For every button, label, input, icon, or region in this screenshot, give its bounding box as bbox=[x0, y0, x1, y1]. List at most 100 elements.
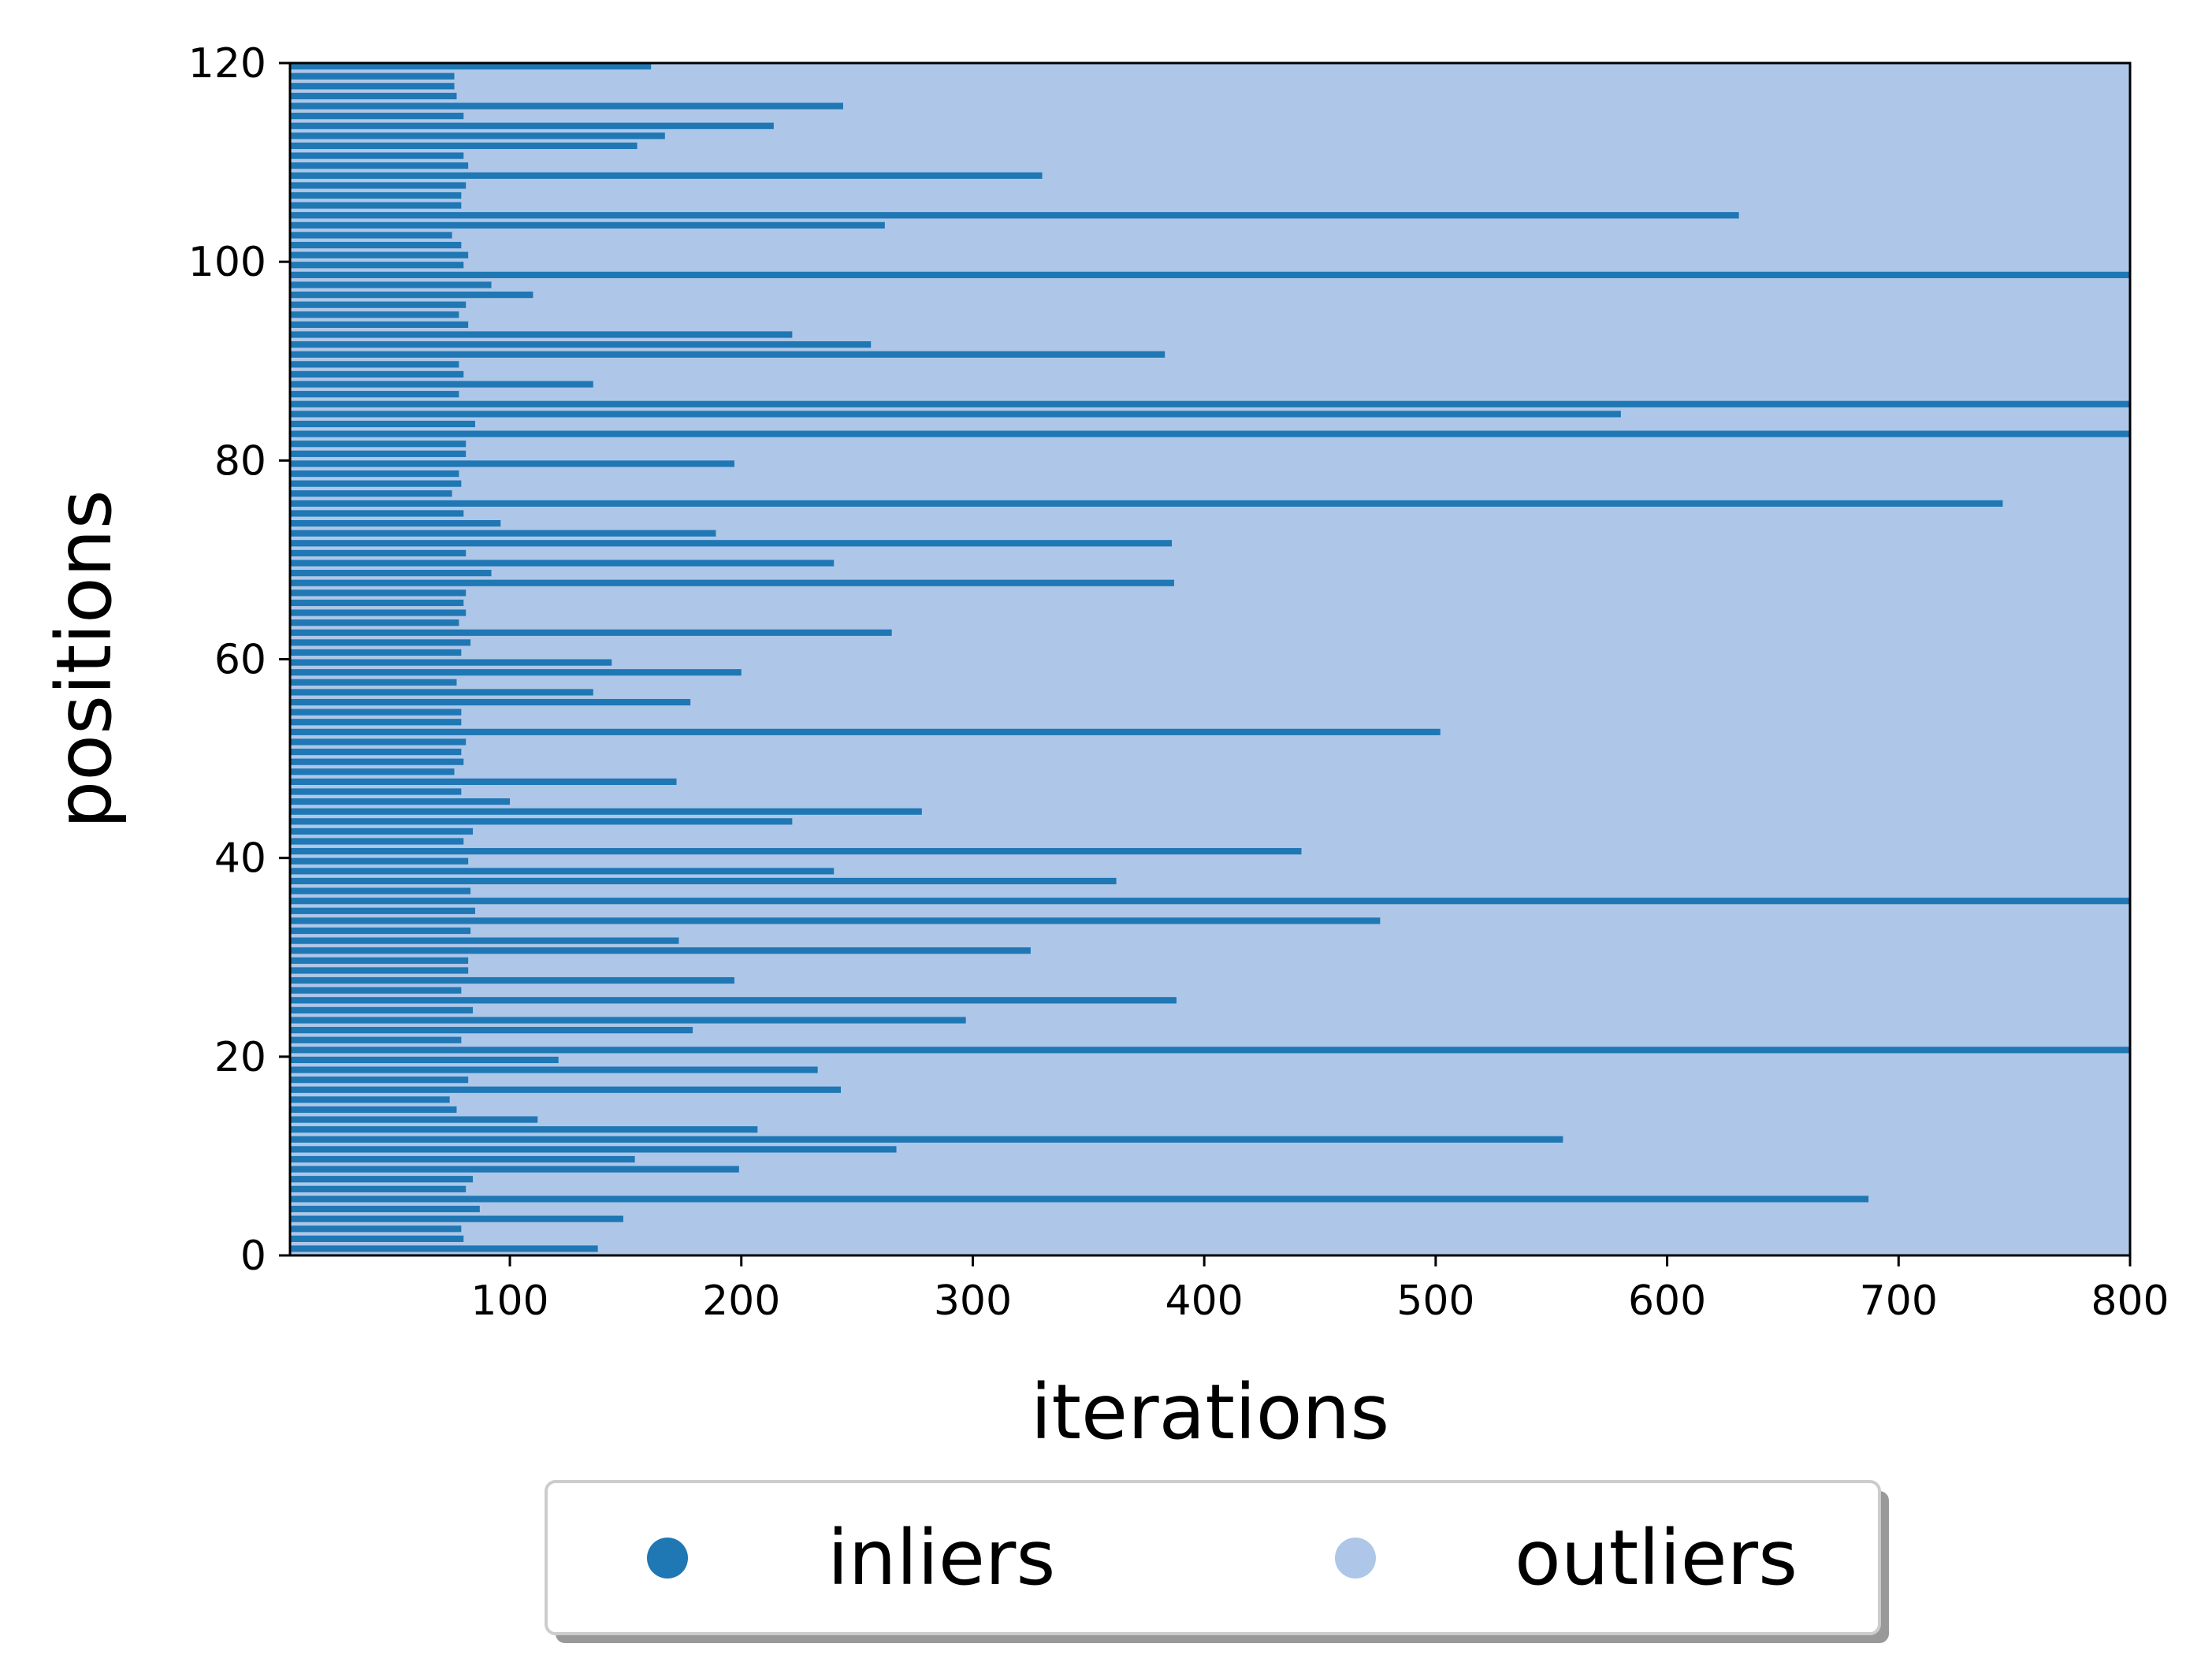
inlier-bar bbox=[290, 1245, 598, 1252]
inlier-bar bbox=[290, 1116, 538, 1123]
inlier-bar bbox=[290, 669, 742, 676]
inlier-bar bbox=[290, 1136, 1563, 1143]
inlier-bar bbox=[290, 83, 455, 90]
inlier-bar bbox=[290, 530, 716, 537]
legend: inliers outliers bbox=[545, 1480, 1889, 1643]
inlier-bar bbox=[290, 679, 457, 686]
x-axis: 100 200 300 400 500 600 700 800 bbox=[470, 1255, 2169, 1325]
inlier-bar bbox=[290, 629, 892, 636]
inlier-bar bbox=[290, 1077, 469, 1084]
inlier-bar bbox=[290, 698, 691, 706]
inlier-bar bbox=[290, 898, 2130, 905]
inlier-bar bbox=[290, 1155, 635, 1163]
inlier-bar bbox=[290, 1196, 1869, 1203]
inlier-bar bbox=[290, 609, 467, 616]
inlier-bar bbox=[290, 868, 835, 875]
inlier-bar bbox=[290, 391, 459, 398]
inlier-bar bbox=[290, 927, 471, 935]
inlier-bar bbox=[290, 887, 471, 894]
inlier-bar bbox=[290, 619, 459, 627]
inlier-bar bbox=[290, 142, 638, 150]
x-tick-label: 300 bbox=[934, 1277, 1012, 1325]
inlier-bar bbox=[290, 63, 652, 70]
inlier-bar bbox=[290, 341, 872, 348]
inlier-bar bbox=[290, 1096, 450, 1103]
inlier-bar bbox=[290, 659, 612, 666]
inlier-bar bbox=[290, 519, 501, 527]
x-tick-label: 800 bbox=[2091, 1277, 2169, 1325]
inlier-bar bbox=[290, 649, 462, 656]
legend-marker-outliers bbox=[1335, 1538, 1376, 1579]
inlier-bar bbox=[290, 758, 464, 765]
inlier-bar bbox=[290, 579, 1174, 586]
inlier-bar bbox=[290, 182, 467, 189]
y-tick-label: 80 bbox=[214, 437, 266, 485]
inlier-bar bbox=[290, 788, 462, 795]
inlier-bar bbox=[290, 92, 457, 100]
legend-label-outliers: outliers bbox=[1515, 1514, 1797, 1602]
x-tick-label: 100 bbox=[470, 1277, 548, 1325]
inlier-bar bbox=[290, 708, 462, 716]
inlier-bar bbox=[290, 411, 1621, 418]
x-tick-label: 200 bbox=[702, 1277, 780, 1325]
y-tick-label: 120 bbox=[188, 40, 266, 87]
inlier-bar bbox=[290, 957, 469, 964]
y-tick-label: 100 bbox=[188, 239, 266, 286]
inlier-bars bbox=[290, 63, 2130, 1252]
inlier-bar bbox=[290, 967, 469, 974]
inlier-bar bbox=[290, 1215, 623, 1222]
inlier-bar bbox=[290, 1205, 480, 1213]
inlier-bar bbox=[290, 152, 464, 159]
x-axis-title: iterations bbox=[1031, 1368, 1390, 1456]
x-tick-label: 400 bbox=[1165, 1277, 1244, 1325]
inlier-bar bbox=[290, 102, 843, 110]
inlier-bar bbox=[290, 162, 469, 169]
inlier-bar bbox=[290, 768, 455, 775]
inlier-bar bbox=[290, 1225, 462, 1233]
inlier-bar bbox=[290, 589, 467, 597]
x-tick-label: 500 bbox=[1396, 1277, 1474, 1325]
inlier-bar bbox=[290, 778, 677, 785]
inlier-bar bbox=[290, 798, 511, 805]
inlier-bar bbox=[290, 1235, 464, 1242]
inlier-bar bbox=[290, 122, 774, 129]
inlier-bar bbox=[290, 1066, 818, 1073]
inlier-bar bbox=[290, 73, 455, 80]
inlier-bar bbox=[290, 818, 793, 825]
inlier-bar bbox=[290, 291, 533, 299]
inlier-bar bbox=[290, 689, 593, 696]
inlier-bar bbox=[290, 370, 464, 378]
inlier-bar bbox=[290, 420, 475, 428]
inlier-bar bbox=[290, 221, 885, 229]
inlier-bar bbox=[290, 1047, 2130, 1054]
inlier-bar bbox=[290, 470, 459, 478]
inlier-bar bbox=[290, 1126, 758, 1133]
legend-marker-inliers bbox=[647, 1538, 688, 1579]
inlier-bar bbox=[290, 1086, 842, 1093]
inlier-bar bbox=[290, 1176, 474, 1183]
y-tick-label: 20 bbox=[214, 1034, 266, 1081]
inlier-bar bbox=[290, 808, 922, 815]
inlier-bar bbox=[290, 947, 1031, 954]
inlier-bar bbox=[290, 400, 2130, 407]
inlier-bar bbox=[290, 1006, 474, 1013]
inlier-bar bbox=[290, 262, 464, 269]
inlier-bar bbox=[290, 997, 1177, 1004]
inlier-bar bbox=[290, 1146, 897, 1153]
inlier-bar bbox=[290, 1106, 457, 1114]
inlier-bar bbox=[290, 490, 452, 497]
inlier-bar bbox=[290, 361, 459, 368]
inlier-bar bbox=[290, 172, 1043, 179]
inlier-bar bbox=[290, 877, 1117, 885]
inlier-bar bbox=[290, 281, 492, 288]
inlier-bar bbox=[290, 907, 475, 914]
inlier-bar bbox=[290, 192, 462, 199]
inlier-bar bbox=[290, 560, 835, 567]
inlier-bar bbox=[290, 719, 462, 726]
legend-box bbox=[545, 1480, 1881, 1635]
inlier-bar bbox=[290, 351, 1165, 358]
inlier-bar bbox=[290, 848, 1302, 855]
inlier-bar bbox=[290, 976, 734, 984]
inlier-bar bbox=[290, 1036, 462, 1043]
